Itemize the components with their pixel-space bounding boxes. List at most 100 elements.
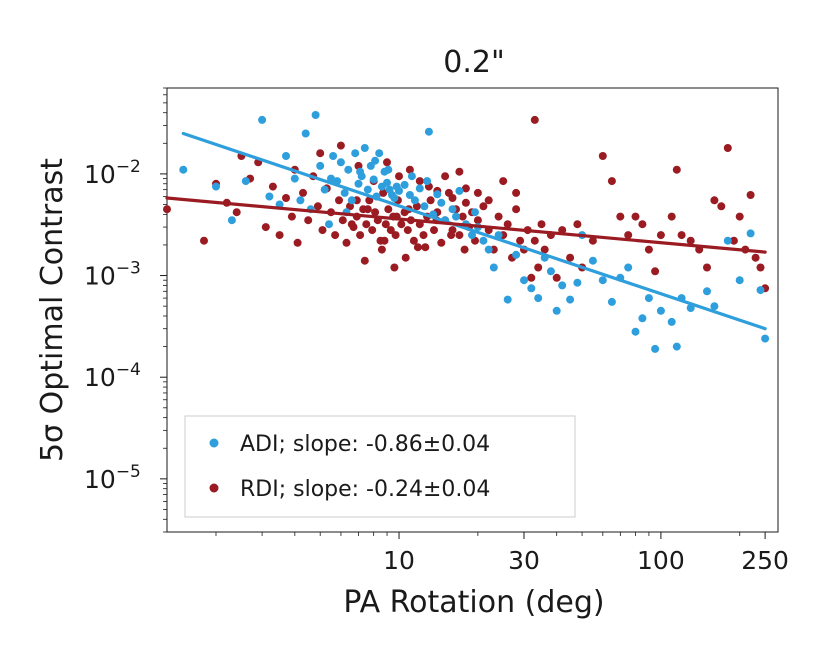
data-point-rdi [723, 144, 732, 152]
data-point-rdi [403, 226, 412, 235]
data-point-rdi [756, 263, 765, 272]
data-point-rdi [342, 238, 351, 247]
data-point-rdi [335, 196, 343, 205]
data-point-rdi [397, 220, 406, 229]
legend-box [184, 415, 576, 518]
data-point-rdi [458, 212, 467, 221]
data-point-adi [340, 188, 349, 197]
data-point-adi [354, 179, 363, 188]
data-point-rdi [677, 231, 686, 240]
data-point-adi [484, 245, 493, 254]
data-point-rdi [588, 236, 597, 245]
data-point-adi [410, 196, 419, 205]
data-point-rdi [441, 172, 450, 181]
data-point-adi [437, 198, 446, 207]
data-point-adi [212, 182, 220, 191]
data-point-rdi [405, 165, 414, 174]
data-point-adi [638, 314, 647, 323]
data-point-rdi [448, 194, 457, 202]
data-point-adi [356, 167, 365, 176]
y-tick-base: 10 [84, 160, 116, 189]
data-point-rdi [419, 231, 428, 240]
data-point-rdi [287, 212, 296, 221]
data-point-adi [360, 144, 369, 152]
data-point-rdi [686, 236, 695, 245]
data-point-adi [703, 287, 711, 296]
data-point-adi [588, 256, 597, 265]
x-tick-label: 100 [637, 546, 685, 575]
data-point-rdi [426, 196, 435, 205]
x-tick-label: 10 [383, 546, 415, 575]
data-point-rdi [390, 263, 399, 272]
data-point-rdi [566, 253, 575, 262]
fit-lines [165, 131, 767, 331]
data-point-rdi [383, 158, 391, 167]
data-point-rdi [415, 177, 424, 186]
data-point-rdi [751, 253, 760, 262]
data-point-rdi [395, 172, 403, 181]
data-point-rdi [365, 196, 374, 205]
data-point-adi [375, 149, 384, 158]
x-axis: 10 30 100 250 [215, 532, 789, 575]
data-point-rdi [512, 188, 521, 197]
data-point-adi [667, 317, 676, 326]
data-point-rdi [503, 220, 512, 229]
data-point-adi [471, 208, 479, 217]
data-point-rdi [356, 231, 365, 240]
data-point-rdi [616, 212, 625, 221]
data-point-rdi [638, 220, 647, 229]
data-point-rdi [461, 184, 470, 193]
data-point-adi [290, 174, 299, 183]
data-point-rdi [710, 196, 719, 205]
data-point-rdi [338, 216, 347, 225]
data-point-adi [325, 220, 333, 229]
data-point-rdi [409, 236, 418, 245]
data-point-rdi [746, 191, 755, 199]
data-point-adi [383, 178, 391, 187]
data-point-adi [258, 115, 267, 124]
data-point-rdi [651, 267, 660, 276]
y-tick-exponent: −4 [116, 360, 141, 380]
data-point-adi [415, 184, 424, 193]
series-rdi [163, 115, 770, 293]
legend-label-rdi: RDI; slope: -0.24±0.04 [240, 477, 490, 502]
data-point-adi [573, 278, 582, 287]
data-point-adi [420, 202, 429, 211]
data-point-adi [520, 276, 528, 285]
data-point-rdi [494, 212, 503, 221]
data-point-rdi [413, 243, 422, 252]
data-point-adi [644, 294, 653, 303]
data-point-rdi [484, 196, 493, 205]
data-point-adi [503, 295, 512, 304]
data-point-adi [756, 286, 765, 295]
data-point-adi [761, 334, 770, 343]
data-point-rdi [512, 205, 521, 214]
data-point-rdi [379, 188, 388, 197]
data-point-adi [424, 127, 433, 136]
data-point-adi [395, 186, 403, 195]
data-point-adi [631, 327, 640, 336]
data-point-adi [558, 281, 567, 290]
data-point-rdi [540, 245, 549, 254]
data-point-rdi [460, 245, 469, 254]
series-adi [179, 111, 770, 353]
data-point-adi [371, 156, 380, 165]
data-point-rdi [261, 223, 270, 232]
legend-label-adi: ADI; slope: -0.86±0.04 [240, 432, 490, 457]
data-point-rdi [455, 231, 464, 240]
data-point-rdi [703, 263, 711, 272]
y-tick-exponent: −3 [116, 259, 141, 279]
data-point-adi [448, 205, 457, 214]
data-point-rdi [461, 198, 470, 207]
data-point-rdi [479, 202, 488, 211]
y-tick-label: 10−3 [84, 259, 141, 291]
data-point-adi [735, 276, 744, 285]
data-point-adi [336, 158, 345, 167]
data-point-adi [282, 152, 290, 160]
data-point-rdi [381, 220, 390, 229]
x-tick-label: 250 [741, 546, 789, 575]
data-point-adi [433, 190, 442, 199]
data-point-rdi [346, 202, 354, 211]
y-tick-label: 10−2 [84, 157, 141, 189]
data-point-adi [241, 177, 250, 186]
